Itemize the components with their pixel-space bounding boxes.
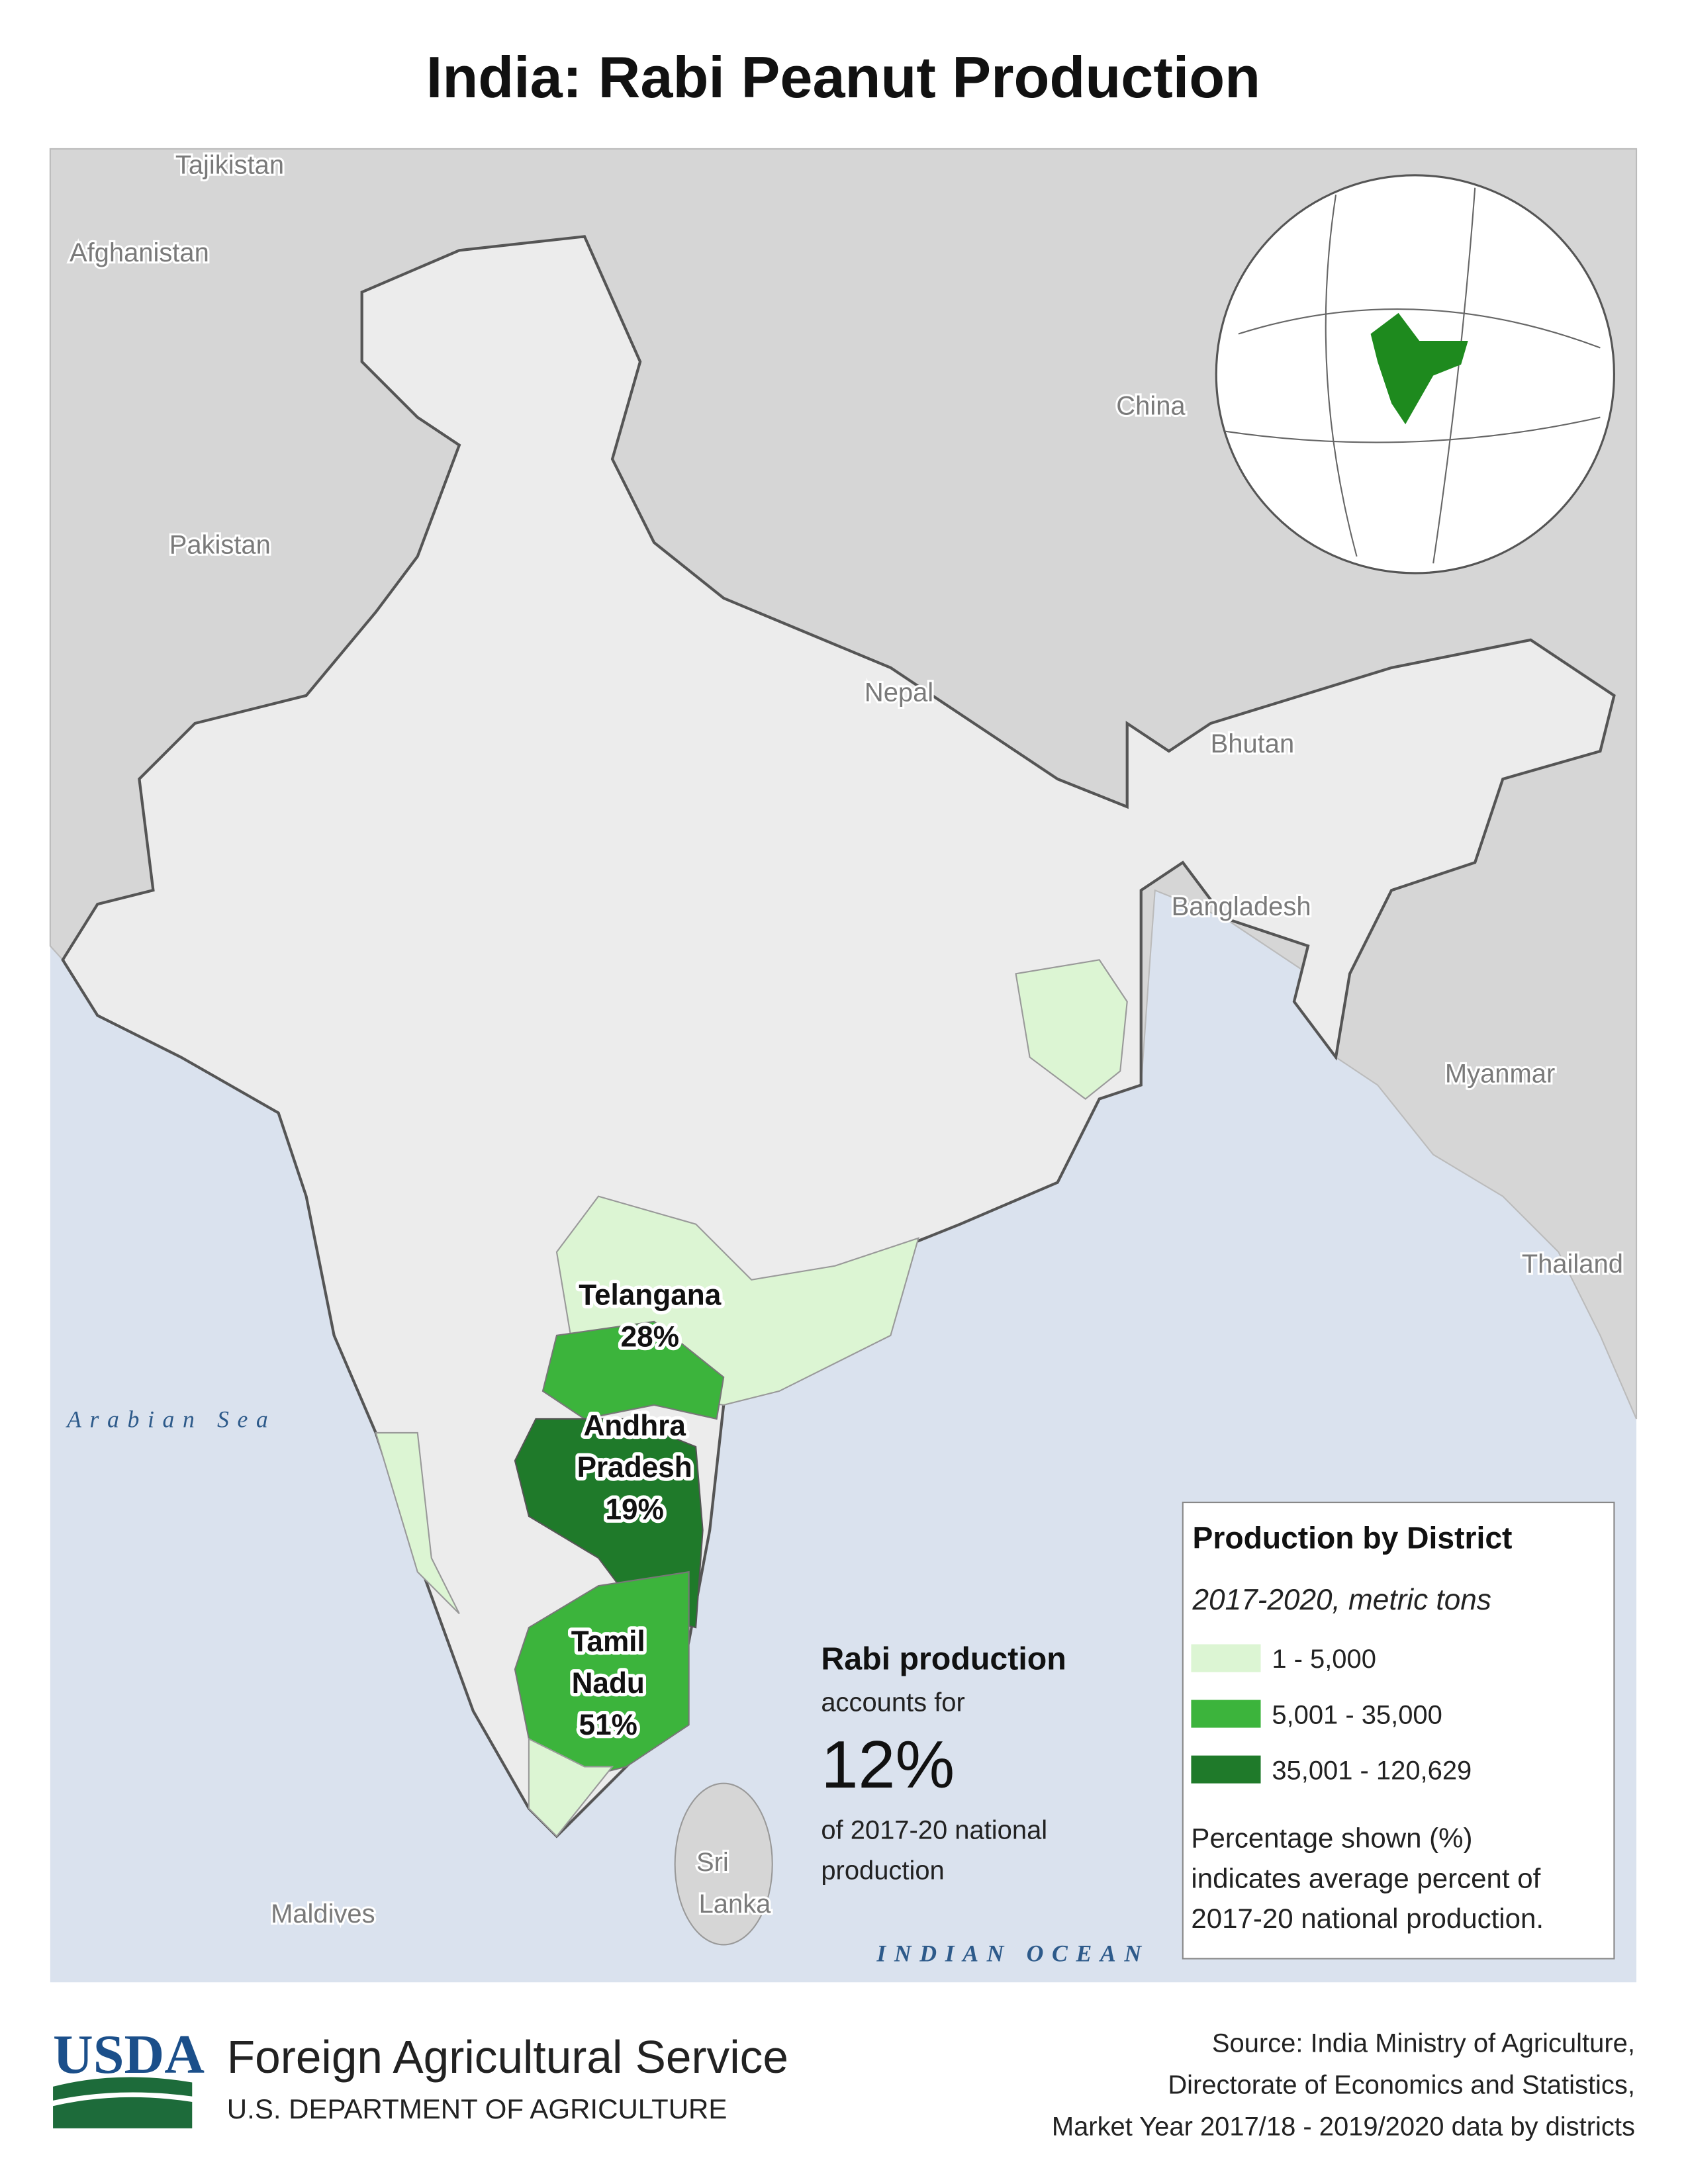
title: India: Rabi Peanut Production xyxy=(426,44,1260,110)
legend-subtitle: 2017-2020, metric tons xyxy=(1192,1584,1491,1616)
state-labels: Telangana 28% Andhra Pradesh 19% Tamil Nadu 51% xyxy=(567,1275,724,1745)
india xyxy=(61,235,1616,1839)
state-name: Pradesh xyxy=(577,1451,692,1484)
legend-label: 35,001 - 120,629 xyxy=(1272,1756,1472,1785)
sea-label: Arabian Sea xyxy=(66,1406,276,1433)
map-label: Myanmar xyxy=(1445,1059,1555,1088)
legend-box xyxy=(1182,1502,1615,1960)
sri-lanka xyxy=(674,1782,773,1946)
map-label: China xyxy=(1116,391,1186,420)
district-region xyxy=(541,1320,725,1420)
map-label: Sri xyxy=(696,1848,729,1877)
state-name: Nadu xyxy=(572,1667,645,1700)
map-label: Pakistan xyxy=(169,531,271,560)
state-name: Tamil xyxy=(571,1625,645,1658)
state-name: Andhra xyxy=(583,1410,686,1442)
legend-note: 2017-20 national production. xyxy=(1191,1903,1544,1934)
legend-title: Production by District xyxy=(1193,1520,1513,1555)
map-label: Tajikistan xyxy=(175,151,284,180)
map-label: Maldives xyxy=(271,1899,375,1929)
map-label: Afghanistan xyxy=(70,238,209,267)
legend-swatch xyxy=(1191,1700,1261,1728)
legend-label: 5,001 - 35,000 xyxy=(1272,1700,1442,1729)
legend-note: indicates average percent of xyxy=(1191,1862,1540,1893)
map-label: Bhutan xyxy=(1211,729,1295,758)
map-label: Bangladesh xyxy=(1172,892,1311,921)
sea-label: INDIAN OCEAN xyxy=(876,1940,1149,1967)
map-label: Nepal xyxy=(865,678,933,707)
legend-swatch xyxy=(1191,1644,1261,1672)
footer: USDA Foreign Agricultural Service U.S. D… xyxy=(53,2024,1635,2141)
callout-heading: Rabi production xyxy=(821,1641,1066,1676)
map-labels: Tajikistan Afghanistan Pakistan China Ne… xyxy=(66,149,1625,1967)
district-region xyxy=(375,1432,460,1614)
callout-text: production xyxy=(821,1856,944,1886)
district-region xyxy=(514,1570,690,1782)
map-label: Thailand xyxy=(1522,1250,1623,1279)
legend-label: 1 - 5,000 xyxy=(1272,1645,1376,1674)
map xyxy=(49,148,1638,1983)
state-share: 51% xyxy=(579,1709,637,1741)
legend-swatch xyxy=(1191,1755,1261,1784)
globe xyxy=(1215,174,1615,574)
source: Source: India Ministry of Agriculture, xyxy=(1212,2028,1635,2058)
state-name: Telangana xyxy=(579,1279,721,1312)
source: Market Year 2017/18 - 2019/2020 data by … xyxy=(1052,2112,1635,2141)
callout-value: 12% xyxy=(821,1728,955,1802)
logo: USDA xyxy=(53,2024,205,2085)
state-share: 28% xyxy=(621,1321,679,1353)
callout-text: of 2017-20 national xyxy=(821,1816,1047,1845)
legend: Production by District 2017-2020, metric… xyxy=(1182,1502,1615,1960)
source: Directorate of Economics and Statistics, xyxy=(1168,2070,1635,2099)
callout: Rabi production accounts for 12% of 2017… xyxy=(821,1641,1066,1885)
district-region xyxy=(1015,959,1128,1100)
department: U.S. DEPARTMENT OF AGRICULTURE xyxy=(227,2093,727,2124)
state-share: 19% xyxy=(605,1493,663,1525)
district-region xyxy=(528,1737,614,1838)
callout-text: accounts for xyxy=(821,1688,964,1717)
logo-mark xyxy=(53,2077,193,2128)
map-label: Lanka xyxy=(699,1889,772,1919)
agency: Foreign Agricultural Service xyxy=(227,2031,788,2083)
legend-note: Percentage shown (%) xyxy=(1191,1822,1472,1853)
